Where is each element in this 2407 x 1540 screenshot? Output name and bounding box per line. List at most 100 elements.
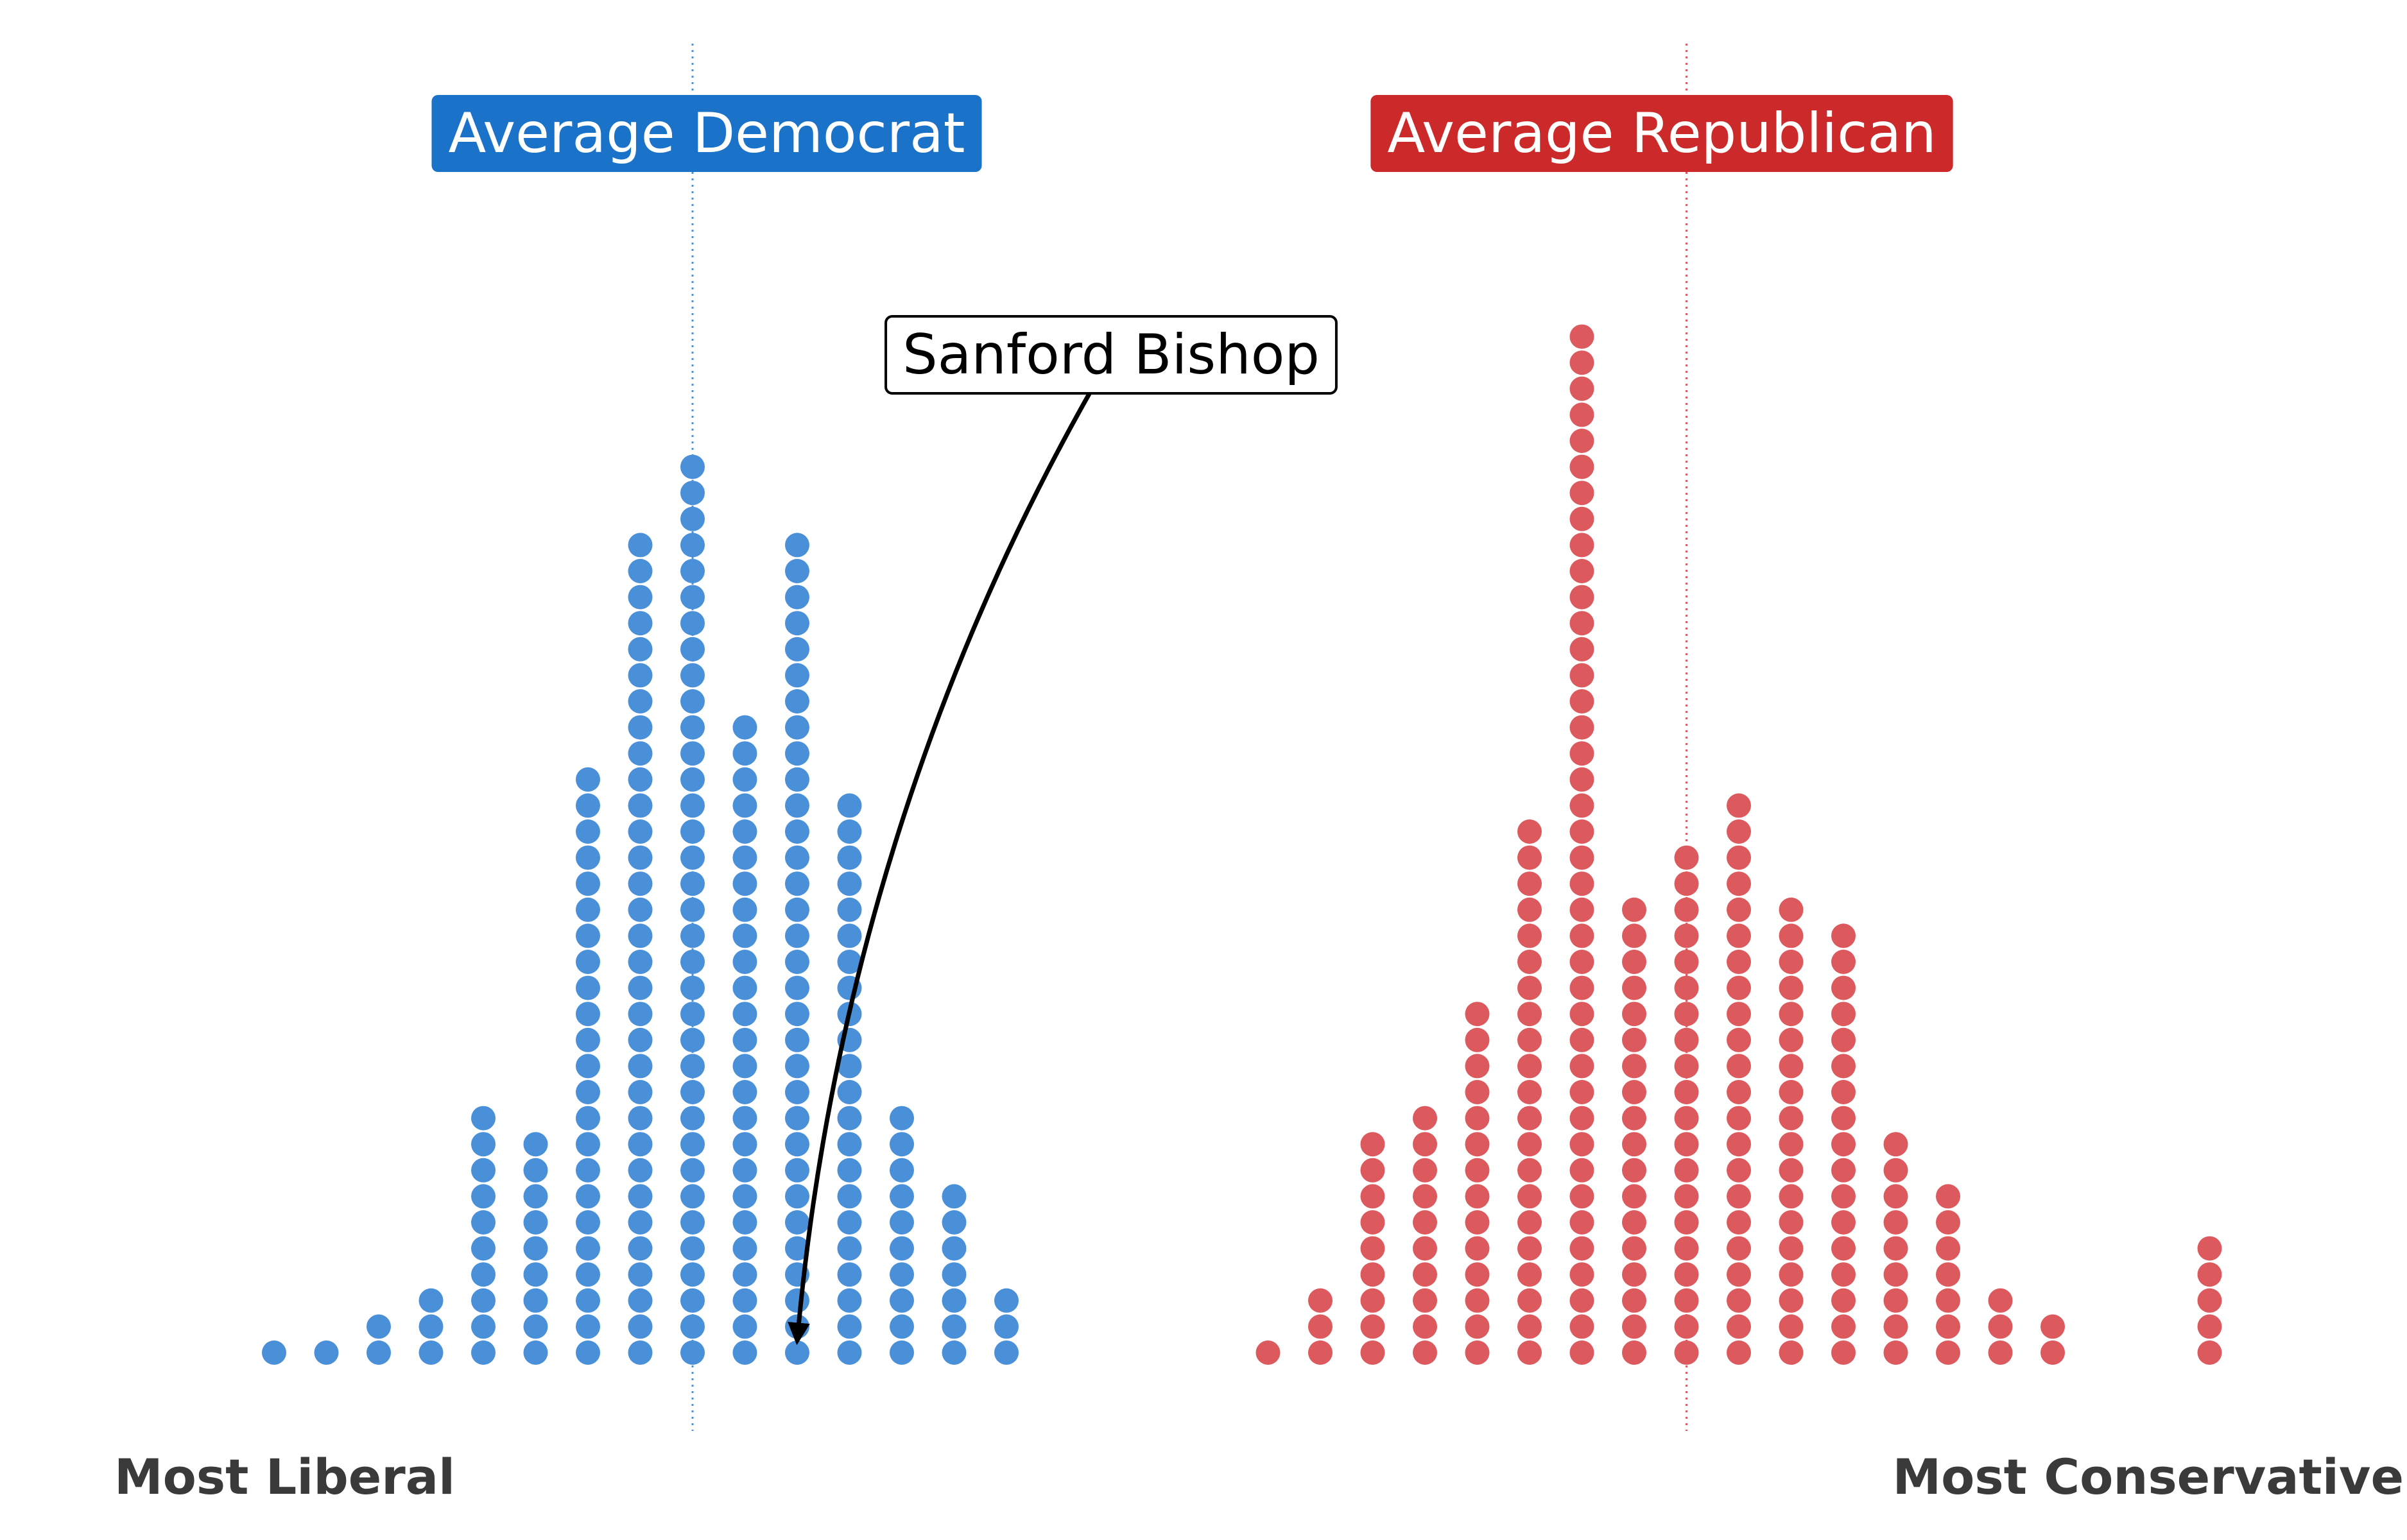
democrat-dot [837,1340,862,1365]
democrat-dot [890,1340,914,1365]
democrat-dot [837,897,862,922]
democrat-dot [471,1158,496,1183]
republican-dot [1674,975,1699,1000]
democrat-dot [471,1340,496,1365]
democrat-dot [628,1262,653,1287]
democrat-dot [576,871,600,896]
republican-dot [1936,1288,1960,1313]
republican-dot [1413,1236,1437,1261]
average-republican-label-box [1370,95,1953,172]
democrat-dot [837,1288,862,1313]
republican-dot [1727,923,1751,948]
democrat-dot [837,1158,862,1183]
republican-dot [2197,1262,2222,1287]
republican-dot [1569,819,1594,844]
democrat-dot [785,741,809,766]
republican-dot [1413,1184,1437,1209]
democrat-dot [942,1340,967,1365]
republican-dot [1779,1288,1804,1313]
republican-dot [1569,845,1594,870]
democrat-dot [418,1340,444,1365]
republican-dot [1674,1210,1699,1235]
republican-dot [1413,1288,1437,1313]
democrat-dot [994,1340,1019,1365]
democrat-dot [785,715,809,740]
democrat-dot [680,1132,705,1157]
democrat-dot [680,1262,705,1287]
republican-dot [1569,1314,1594,1339]
republican-dot [1674,897,1699,922]
republican-dot [1413,1106,1437,1131]
republican-dot [2197,1236,2222,1261]
democrat-dot [890,1288,914,1313]
republican-dot [1727,1132,1751,1157]
democrat-dot [785,533,809,558]
republican-dot [1936,1262,1960,1287]
republican-dot [1569,350,1594,375]
republican-dot [1465,1184,1490,1209]
democrat-dot [837,1054,862,1079]
republican-dot [1622,1210,1646,1235]
republican-dot [1569,1236,1594,1261]
republican-dot [1622,1314,1646,1339]
republican-dot [1465,1132,1490,1157]
republican-dot [1779,1106,1804,1131]
republican-dot [1569,1262,1594,1287]
republican-dot [1569,506,1594,531]
democrat-dot [680,559,705,583]
republican-dot [1569,611,1594,636]
average-democrat-label-text: Average Democrat [448,101,965,166]
republican-dot [1674,1054,1699,1079]
democrat-dot [942,1314,967,1339]
democrat-dot [837,1132,862,1157]
democrat-dot [680,715,705,740]
republican-dot [1622,1340,1646,1365]
democrat-dot [732,1262,757,1287]
republican-dot [1465,1158,1490,1183]
democrat-dot [680,1106,705,1131]
republican-dot [1517,1158,1542,1183]
republican-dot [1779,1314,1804,1339]
democrat-dot [732,871,757,896]
republican-dot [1779,1262,1804,1287]
republican-dot [1674,1314,1699,1339]
republican-dot [1831,1106,1856,1131]
republican-dot [1883,1210,1908,1235]
republican-dot [1779,1340,1804,1365]
republican-dot [1360,1210,1385,1235]
republican-dot [1622,1288,1646,1313]
republican-dot [1308,1340,1333,1365]
republican-dot [1727,1184,1751,1209]
republican-dot [1622,950,1646,974]
democrat-dot [628,950,653,974]
democrat-dot [942,1236,967,1261]
democrat-dot [471,1314,496,1339]
republican-dot [1517,1054,1542,1079]
republican-dot [1569,897,1594,922]
republican-dot [1674,1132,1699,1157]
democrat-dot [785,689,809,714]
republican-dot [1831,1132,1856,1157]
republican-dot [1517,1080,1542,1104]
democrat-dot [628,1184,653,1209]
democrat-dot [680,1314,705,1339]
democrat-dot [837,1210,862,1235]
democrat-dot [942,1288,967,1313]
republican-dot [1569,1054,1594,1079]
republican-dot [1674,1340,1699,1365]
democrat-dot [680,767,705,792]
republican-dot [1779,1210,1804,1235]
republican-dot [1569,429,1594,453]
democrat-dot [628,559,653,583]
democrat-dot [576,819,600,844]
democrat-dot [628,1132,653,1157]
democrat-dot [785,871,809,896]
republican-dot [1883,1158,1908,1183]
democrat-dot [837,1184,862,1209]
republican-dot [1622,1080,1646,1104]
republican-dot [1831,1340,1856,1365]
democrat-dot [732,845,757,870]
democrat-dot [680,611,705,636]
republican-dot [1727,1080,1751,1104]
